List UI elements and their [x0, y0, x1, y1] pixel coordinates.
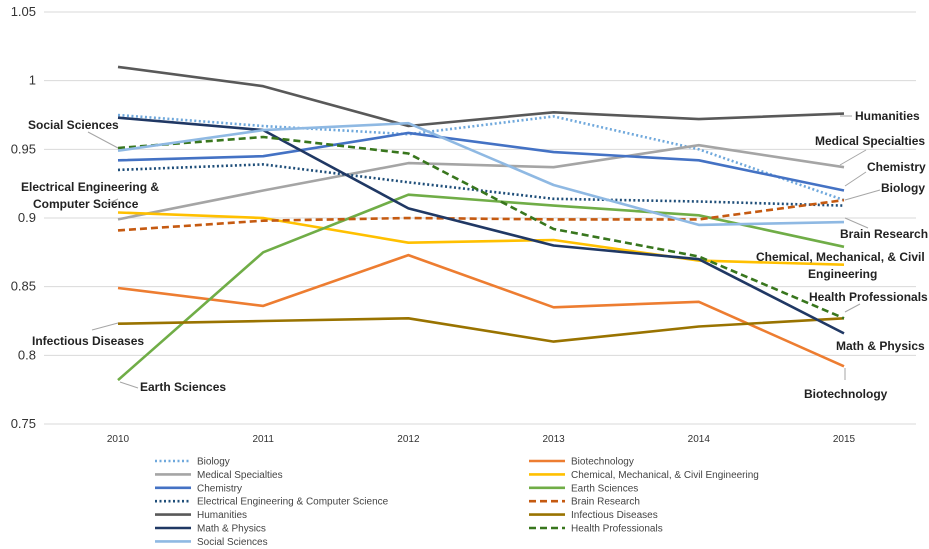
- annotation-health-professionals: Health Professionals: [809, 290, 928, 304]
- legend-label: Biology: [197, 457, 230, 468]
- legend-label: Electrical Engineering & Computer Scienc…: [197, 497, 389, 508]
- series-line-brain-research: [117, 198, 845, 232]
- annotation-chemical-mechanical-and-civil-engineering: Engineering: [808, 267, 877, 281]
- annotation-leader: [844, 189, 881, 201]
- legend-label: Humanities: [197, 510, 247, 521]
- annotation-electrical-engineering-and-computer-science: Electrical Engineering &: [21, 180, 159, 194]
- x-tick-label: 2012: [397, 434, 420, 445]
- legend-label: Health Professionals: [571, 524, 663, 535]
- annotation-leader: [844, 171, 867, 187]
- legend-label: Brain Research: [571, 497, 640, 508]
- x-tick-label: 2010: [107, 434, 130, 445]
- legend-item-biology: Biology: [155, 457, 230, 468]
- legend-label: Earth Sciences: [571, 483, 638, 494]
- series-line-medical-specialties: [117, 143, 845, 221]
- legend-label: Social Sciences: [197, 537, 268, 548]
- annotation-medical-specialties: Medical Specialties: [815, 134, 925, 148]
- gridlines: [44, 11, 916, 425]
- legend-item-humanities: Humanities: [155, 510, 247, 521]
- y-axis-ticks: 0.75 0.8 0.85 0.9 0.95 1 1.05: [11, 4, 36, 431]
- series-line-math-and-physics: [117, 116, 845, 335]
- annotation-infectious-diseases: Infectious Diseases: [32, 334, 144, 348]
- annotation-leader: [119, 381, 139, 389]
- legend-item-earth-sciences: Earth Sciences: [529, 483, 638, 494]
- legend-label: Medical Specialties: [197, 470, 283, 481]
- annotation-chemistry: Chemistry: [867, 160, 926, 174]
- legend-label: Chemical, Mechanical, & Civil Engineerin…: [571, 470, 759, 481]
- x-axis-ticks: 2010 2011 2012 2013 2014 2015: [107, 434, 856, 445]
- legend-label: Math & Physics: [197, 524, 266, 535]
- annotation-biology: Biology: [881, 181, 925, 195]
- y-tick-label: 0.75: [11, 416, 36, 431]
- y-tick-label: 1.05: [11, 4, 36, 19]
- series-line-electrical-engineering-and-computer-science: [117, 163, 845, 207]
- series-line-biotechnology: [117, 253, 845, 368]
- x-tick-label: 2011: [252, 434, 274, 445]
- legend-label: Chemistry: [197, 483, 242, 494]
- series-line-earth-sciences: [117, 193, 845, 382]
- legend: Biology Biotechnology Medical Specialties C…: [155, 457, 759, 548]
- series-line-infectious-diseases: [117, 316, 845, 343]
- series-line-chemical-mechanical-and-civil-engineering: [117, 211, 845, 266]
- x-tick-label: 2014: [688, 434, 711, 445]
- legend-label: Biotechnology: [571, 457, 634, 468]
- legend-item-math-and-physics: Math & Physics: [155, 524, 266, 535]
- annotation-leader: [839, 149, 867, 166]
- annotation-chemical-mechanical-and-civil-engineering: Chemical, Mechanical, & Civil: [756, 250, 925, 264]
- x-tick-label: 2015: [833, 434, 856, 445]
- annotation-math-and-physics: Math & Physics: [836, 339, 925, 353]
- legend-item-chemical-mechanical-and-civil-engineering: Chemical, Mechanical, & Civil Engineerin…: [529, 470, 759, 481]
- legend-item-infectious-diseases: Infectious Diseases: [529, 510, 658, 521]
- y-tick-label: 0.8: [18, 347, 36, 362]
- series-annotations: Humanities Medical Specialties Chemistry Bi…: [21, 109, 928, 401]
- series-line-social-sciences: [117, 121, 845, 227]
- series-line-humanities: [117, 65, 845, 128]
- y-tick-label: 1: [29, 73, 36, 88]
- annotation-leader: [104, 198, 119, 206]
- annotation-social-sciences: Social Sciences: [28, 118, 119, 132]
- legend-item-brain-research: Brain Research: [529, 497, 640, 508]
- annotation-leader: [87, 131, 119, 149]
- annotation-earth-sciences: Earth Sciences: [140, 380, 226, 394]
- annotation-electrical-engineering-and-computer-science: Computer Science: [33, 197, 139, 211]
- annotation-leader: [844, 217, 869, 229]
- legend-item-social-sciences: Social Sciences: [155, 537, 268, 548]
- legend-item-medical-specialties: Medical Specialties: [155, 470, 283, 481]
- legend-item-biotechnology: Biotechnology: [529, 457, 634, 468]
- legend-item-chemistry: Chemistry: [155, 483, 242, 494]
- y-tick-label: 0.9: [18, 210, 36, 225]
- legend-item-health-professionals: Health Professionals: [529, 524, 663, 535]
- series-lines: [117, 65, 845, 382]
- legend-label: Infectious Diseases: [571, 510, 658, 521]
- annotation-leader: [91, 322, 119, 331]
- y-tick-label: 0.85: [11, 279, 36, 294]
- annotation-brain-research: Brain Research: [840, 227, 928, 241]
- y-tick-label: 0.95: [11, 141, 36, 156]
- x-tick-label: 2013: [542, 434, 565, 445]
- series-line-health-professionals: [117, 135, 845, 320]
- annotation-humanities: Humanities: [855, 109, 920, 123]
- series-line-chemistry: [117, 131, 845, 192]
- legend-item-electrical-engineering-and-computer-science: Electrical Engineering & Computer Scienc…: [155, 497, 389, 508]
- annotation-biotechnology: Biotechnology: [804, 387, 888, 401]
- annotation-leader: [844, 303, 861, 313]
